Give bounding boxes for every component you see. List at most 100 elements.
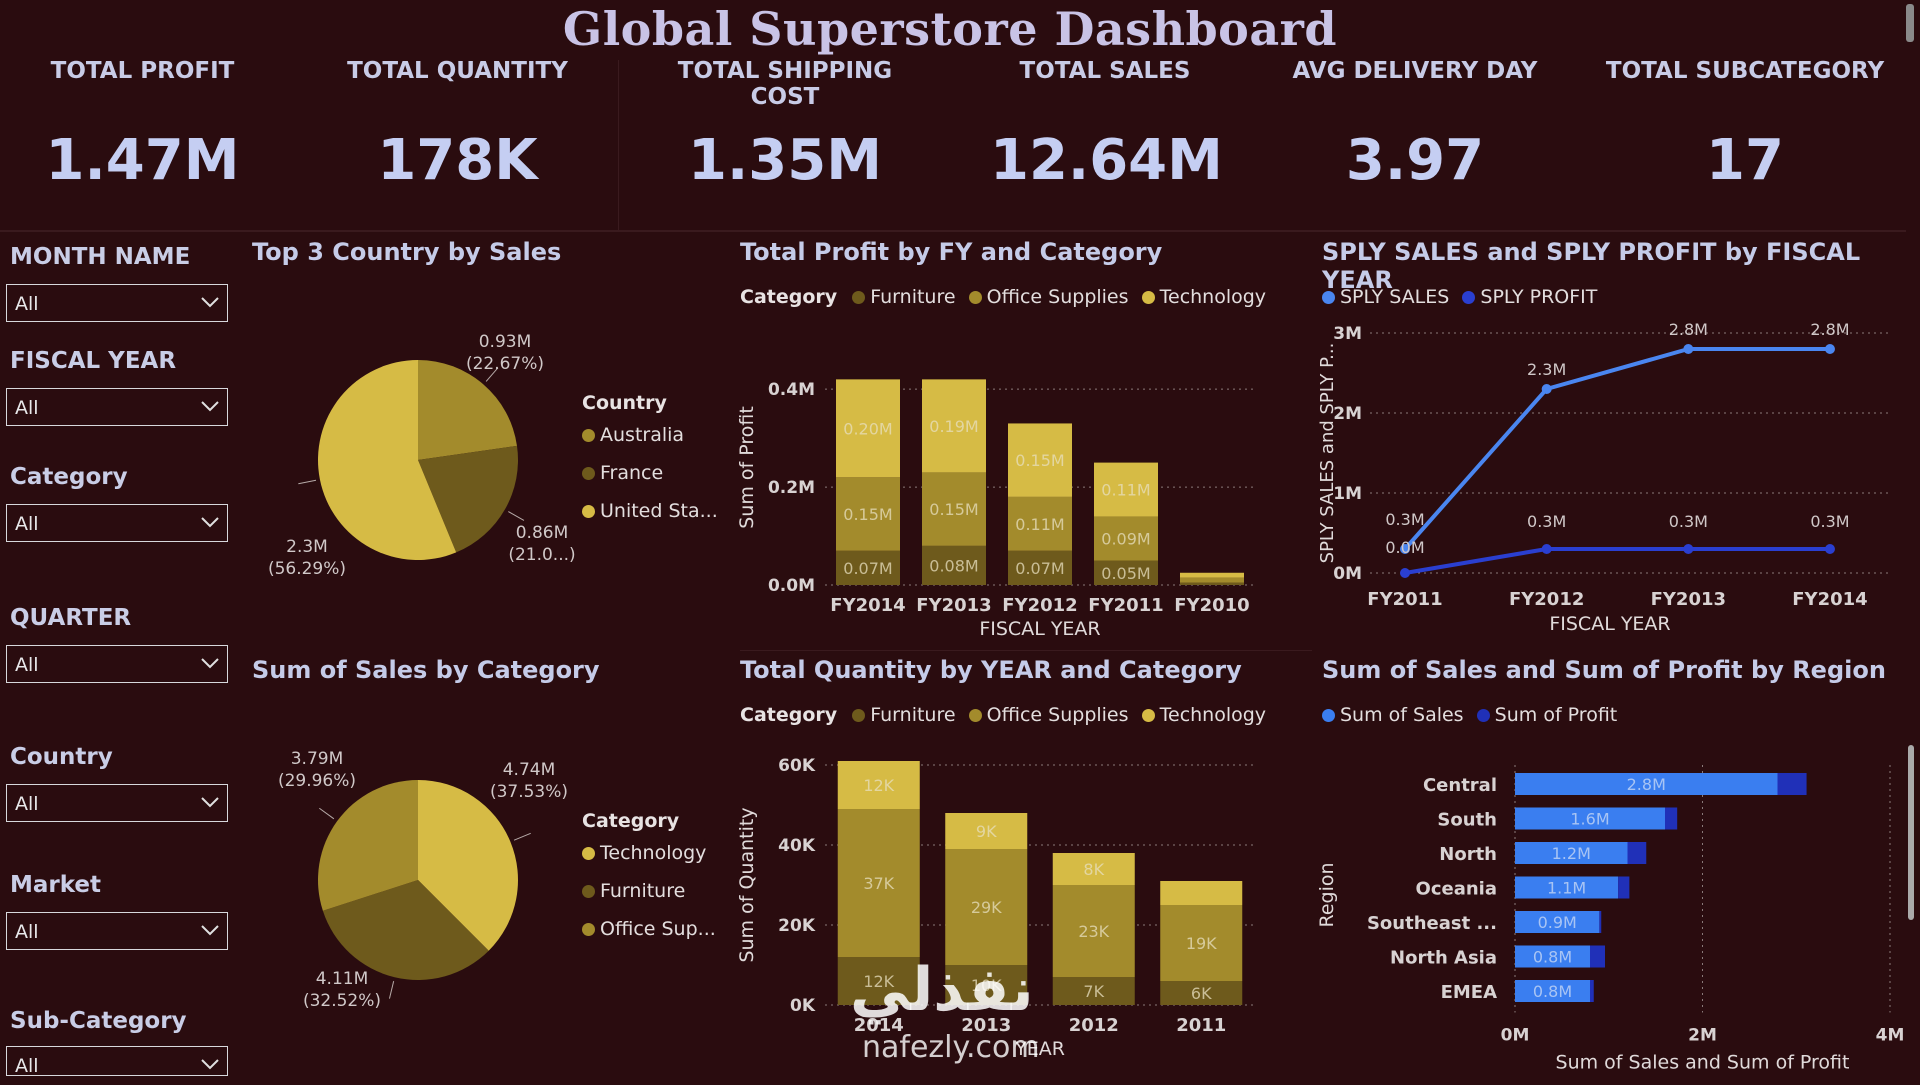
data-point[interactable] [1541,384,1552,394]
legend-item-australia[interactable]: Australia [582,424,684,446]
legend-item-france[interactable]: France [582,462,663,484]
data-point[interactable] [1541,544,1552,554]
profit-bar[interactable] [1590,980,1594,1002]
bar-segment[interactable] [837,761,920,809]
legend-item-sum-of-profit[interactable]: Sum of Profit [1476,704,1617,726]
sales-bar[interactable] [1515,876,1619,899]
hbar-chart-region[interactable]: 0M 2M 4M 2.8M Central 1.6M South 1.2M North 1.1M O… [1315,745,1905,1071]
sales-bar[interactable] [1515,773,1778,795]
bar-segment[interactable] [945,849,1028,965]
pie-slice[interactable] [322,880,489,980]
category-dropdown[interactable]: All [6,504,228,542]
pie-slice[interactable] [418,360,517,460]
bar-segment[interactable] [1094,462,1158,517]
legend-item-technology[interactable]: Technology [1141,704,1266,726]
percent-label: (22.67%) [466,354,544,374]
visual-scrollbar[interactable] [1908,745,1914,920]
sub-category-dropdown[interactable]: All [6,1046,228,1077]
bar-segment[interactable] [1160,981,1243,1005]
bar-segment[interactable] [922,545,986,585]
profit-bar[interactable] [1627,842,1647,864]
bar-data-label: 7K [1083,982,1104,1001]
y-tick-label: EMEA [1441,982,1498,1003]
data-point[interactable] [1824,544,1835,554]
legend-item-technology[interactable]: Technology [582,842,706,864]
bar-segment[interactable] [1094,516,1158,561]
profit-bar[interactable] [1777,773,1807,795]
bar-segment[interactable] [1180,572,1244,578]
bar-segment[interactable] [1052,977,1135,1005]
bar-segment[interactable] [836,379,900,478]
bar-segment[interactable] [837,809,920,957]
legend-item-office-supplies[interactable]: Office Supplies [968,704,1129,726]
page-scrollbar[interactable] [1906,4,1914,42]
line-chart-sply[interactable]: 0M 1M 2M 3M 0.3M 2.3M 2.8M 2.8M 0.0M 0.3M 0.3M 0.3M… [1315,315,1905,645]
x-tick-label: FY2010 [1174,595,1249,616]
y-tick-label: 3M [1333,324,1362,344]
y-tick-label: Oceania [1416,879,1497,900]
pie-slice[interactable] [418,780,518,951]
data-point[interactable] [1824,344,1835,354]
legend-item-office-supplies[interactable]: Office Supplies [968,286,1129,308]
chevron-down-icon [201,297,219,308]
bar-segment[interactable] [922,379,986,473]
bar-segment[interactable] [836,550,900,585]
bar-segment[interactable] [945,965,1028,1005]
bar-segment[interactable] [922,472,986,546]
bar-segment[interactable] [1008,423,1072,497]
sales-bar[interactable] [1515,945,1590,968]
pie-chart-category[interactable]: 4.74M(37.53%) 4.11M(32.52%) 3.79M(29.96%) [260,740,580,1020]
bar-segment[interactable] [1180,577,1244,583]
sales-bar[interactable] [1515,807,1665,830]
fiscal-year-dropdown[interactable]: All [6,388,228,426]
legend-item-furniture[interactable]: Furniture [852,704,956,726]
legend-item-office-supplies[interactable]: Office Sup... [582,918,716,940]
data-point[interactable] [1683,344,1694,354]
bar-segment[interactable] [1052,885,1135,977]
bar-segment[interactable] [1052,853,1135,885]
bar-segment[interactable] [1160,881,1243,905]
month-name-dropdown[interactable]: All [6,284,228,322]
pie-slice[interactable] [418,445,518,553]
country-dropdown[interactable]: All [6,784,228,822]
profit-bar[interactable] [1590,945,1605,968]
legend-item-sply-sales[interactable]: SPLY SALES [1322,286,1449,308]
pie-slice[interactable] [318,780,418,911]
data-point[interactable] [1400,544,1410,554]
bar-segment[interactable] [1008,496,1072,551]
x-tick-label: FY2013 [916,595,991,616]
market-dropdown[interactable]: All [6,912,228,950]
y-axis-title: SPLY SALES and SPLY P... [1317,343,1338,564]
profit-bar[interactable] [1618,876,1630,899]
profit-bar[interactable] [1665,807,1678,830]
data-point[interactable] [1683,544,1694,554]
bar-segment[interactable] [1094,560,1158,585]
legend-item-furniture[interactable]: Furniture [852,286,956,308]
sales-bar[interactable] [1515,842,1628,864]
legend-item-united-states[interactable]: United Sta... [582,500,718,522]
bar-segment[interactable] [945,813,1028,849]
legend-dot-icon [1141,291,1155,304]
pie-slice[interactable] [317,360,457,560]
bar-segment[interactable] [837,957,920,1005]
bar-segment[interactable] [1180,582,1244,585]
bar-segment[interactable] [836,477,900,551]
bar-segment[interactable] [1160,905,1243,981]
profit-bar[interactable] [1599,911,1602,933]
pie-chart-country[interactable]: 0.93M(22.67%) 0.86M(21.0...) 2.3M(56.29%) [260,320,580,600]
bar-chart-quantity-year[interactable]: 0K 20K 40K 60K 12K 37K 12K 2014 10K 29K 9K 2013 7K 23… [735,745,1315,1071]
legend-item-sum-of-sales[interactable]: Sum of Sales [1322,704,1464,726]
sales-bar[interactable] [1515,911,1600,933]
bar-segment[interactable] [1008,550,1072,585]
sales-bar[interactable] [1515,980,1590,1002]
legend-item-technology[interactable]: Technology [1141,286,1266,308]
legend-item-furniture[interactable]: Furniture [582,880,685,902]
legend-item-sply-profit[interactable]: SPLY PROFIT [1462,286,1597,308]
legend-dot-icon [1462,291,1476,304]
data-point[interactable] [1400,568,1410,578]
legend-dot-icon [1476,709,1490,722]
region-legend: Sum of Sales Sum of Profit [1322,704,1617,726]
bar-chart-profit-fy[interactable]: 0.0M 0.2M 0.4M 0.07M 0.15M 0.20M FY2014 0.08M 0.… [735,330,1315,645]
quarter-dropdown[interactable]: All [6,645,228,683]
kpi-value-total-shipping-cost: 1.35M [688,128,882,193]
